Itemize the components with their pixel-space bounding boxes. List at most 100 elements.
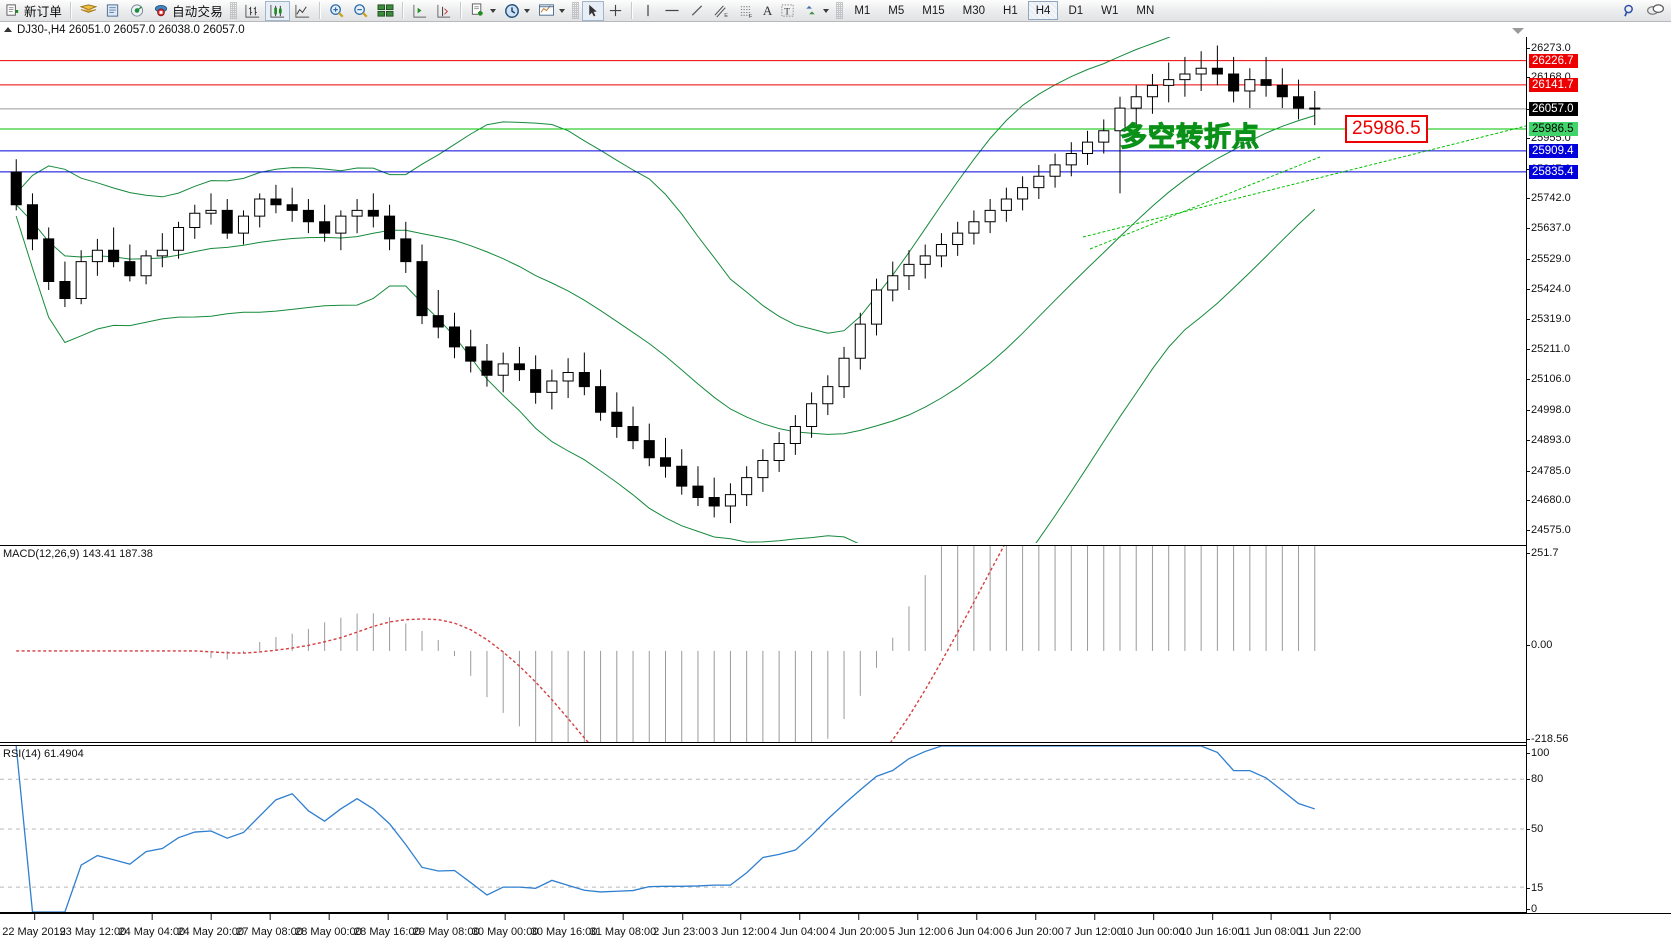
timeframe-h1[interactable]: H1 <box>1003 4 1018 17</box>
chart-shift-button[interactable] <box>408 1 432 21</box>
cursor-icon <box>589 4 597 17</box>
price-scale-chip[interactable]: 26057.0 <box>1529 101 1578 116</box>
text-box-button[interactable]: T <box>776 1 799 21</box>
crosshair-button[interactable] <box>604 1 627 21</box>
rsi-label: RSI(14) 61.4904 <box>3 748 84 760</box>
network-button[interactable] <box>125 1 149 21</box>
templates-icon <box>538 4 554 16</box>
vertical-line-button[interactable] <box>637 1 659 21</box>
svg-text:T: T <box>785 7 791 17</box>
time-tick-label: 7 Jun 12:00 <box>1065 914 1123 938</box>
price-scale-chip[interactable]: 25986.5 <box>1529 121 1578 136</box>
time-tick-label: 11 Jun 22:00 <box>1298 914 1362 938</box>
time-tick-label: 6 Jun 04:00 <box>947 914 1006 938</box>
time-tick-label: 5 Jun 12:00 <box>888 914 947 938</box>
price-tick: 25529.0 <box>1527 253 1571 265</box>
price-scale-chip[interactable]: 25835.4 <box>1529 164 1578 179</box>
search-icon <box>1624 4 1633 16</box>
time-axis[interactable]: 22 May 2019 23 May 12:00 24 May 04:00 24 Ma… <box>0 913 1671 950</box>
symbol-info-bar: DJ30-,H4 26051.0 26057.0 26038.0 26057.0 <box>0 22 1671 37</box>
auto-trading-label: 自动交易 <box>172 5 223 19</box>
new-chart-button[interactable] <box>466 1 500 21</box>
equidistant-channel-icon: E <box>714 5 728 19</box>
time-tick-label: 22 May 2019 <box>2 914 66 938</box>
periods-button[interactable] <box>500 1 534 21</box>
rsi-pane[interactable]: RSI(14) 61.4904 <box>0 745 1526 913</box>
arrows-button[interactable] <box>799 1 833 21</box>
toolbar-grip-3[interactable] <box>836 2 844 19</box>
templates-button[interactable] <box>534 1 569 21</box>
zoom-in-button[interactable] <box>325 1 349 21</box>
auto-trading-button[interactable]: 自动交易 <box>149 1 227 21</box>
book-button[interactable] <box>76 1 101 21</box>
price-chart-canvas[interactable] <box>0 37 1526 543</box>
price-pane[interactable] <box>0 37 1526 543</box>
candlestick-chart-button[interactable] <box>264 0 290 21</box>
chevron-down-icon-2[interactable] <box>523 8 530 13</box>
fibonacci-button[interactable]: F <box>734 1 759 21</box>
rsi-tick-15: 15 <box>1526 881 1544 894</box>
timeframe-m15[interactable]: M15 <box>922 4 945 17</box>
trendline-icon <box>691 5 703 16</box>
text-label-button[interactable]: A <box>759 1 776 21</box>
price-tick: 25106.0 <box>1527 373 1571 386</box>
equidistant-channel-button[interactable]: E <box>709 1 734 21</box>
timeframe-h4[interactable]: H4 <box>1027 1 1059 20</box>
tile-windows-button[interactable] <box>373 1 398 21</box>
price-tick: 24785.0 <box>1527 464 1571 477</box>
time-tick-label: 29 May 08:00 <box>412 914 480 938</box>
new-order-button[interactable]: 新订单 <box>2 1 66 21</box>
chart-annotation-text[interactable]: 多空转折点 <box>1120 122 1260 153</box>
rsi-tick-100: 100 <box>1526 747 1550 759</box>
rsi-canvas[interactable] <box>0 746 1526 912</box>
toolbar-grip-2[interactable] <box>571 2 579 19</box>
macd-canvas[interactable] <box>0 546 1526 742</box>
bar-chart-icon <box>245 4 260 18</box>
collapse-triangle-icon[interactable] <box>4 27 12 32</box>
line-chart-button[interactable] <box>290 1 315 21</box>
toolbar-grip[interactable] <box>229 2 237 19</box>
book-icon <box>80 4 98 13</box>
chart-shift-icon <box>413 4 427 18</box>
search-button[interactable] <box>1618 1 1642 21</box>
macd-label: MACD(12,26,9) 143.41 187.38 <box>3 548 153 560</box>
auto-scroll-button[interactable] <box>432 1 456 21</box>
trendline-button[interactable] <box>685 1 709 21</box>
price-tick: 25319.0 <box>1527 312 1571 325</box>
timeframe-mn[interactable]: MN <box>1136 4 1155 17</box>
chat-icon <box>1647 4 1664 15</box>
chevron-down-icon-3[interactable] <box>558 8 565 13</box>
time-tick-label: 4 Jun 04:00 <box>770 914 829 938</box>
chevron-down-icon[interactable] <box>489 8 496 13</box>
time-tick-label: 11 Jun 08:00 <box>1239 914 1303 938</box>
price-tick: 24575.0 <box>1527 524 1571 537</box>
chart-scroll-indicator-icon[interactable] <box>1512 28 1524 34</box>
horizontal-line-button[interactable] <box>659 1 685 21</box>
price-tick: 24893.0 <box>1527 433 1571 446</box>
chat-button[interactable] <box>1642 1 1669 21</box>
time-tick-label: 28 May 00:00 <box>295 914 362 938</box>
pivot-price-tag[interactable]: 25986.5 <box>1345 114 1428 143</box>
timeframe-m30[interactable]: M30 <box>962 4 986 17</box>
timeframe-group: M1 M5 M15 M30 H1 H4 D1 W1 MN <box>846 1 1162 20</box>
zoom-out-button[interactable] <box>349 1 373 21</box>
macd-pane[interactable]: MACD(12,26,9) 143.41 187.38 <box>0 545 1526 743</box>
timeframe-w1[interactable]: W1 <box>1101 4 1119 17</box>
rsi-tick-50: 50 <box>1526 823 1544 835</box>
price-scale-chip[interactable]: 25909.4 <box>1529 143 1578 158</box>
toolbar-separator-5 <box>630 2 633 19</box>
expert-advisor-icon <box>155 4 168 17</box>
chart-stage[interactable]: MACD(12,26,9) 143.41 187.38 RSI(14) 61.4… <box>0 37 1526 913</box>
cursor-button[interactable] <box>581 0 604 21</box>
bar-chart-button[interactable] <box>240 1 265 21</box>
price-scale-chip[interactable]: 26141.7 <box>1529 77 1578 92</box>
timeframe-m5[interactable]: M5 <box>888 4 905 17</box>
rsi-tick-0: 0 <box>1526 903 1538 915</box>
chevron-down-icon-4[interactable] <box>823 8 830 13</box>
timeframe-m1[interactable]: M1 <box>854 4 871 17</box>
data-window-button[interactable] <box>101 1 125 21</box>
price-scale-chip[interactable]: 26226.7 <box>1529 53 1578 68</box>
text-icon: A <box>762 2 773 18</box>
price-scale[interactable]: 26273.026168.026057.025955.025847.025742… <box>1526 37 1671 915</box>
timeframe-d1[interactable]: D1 <box>1068 4 1084 17</box>
